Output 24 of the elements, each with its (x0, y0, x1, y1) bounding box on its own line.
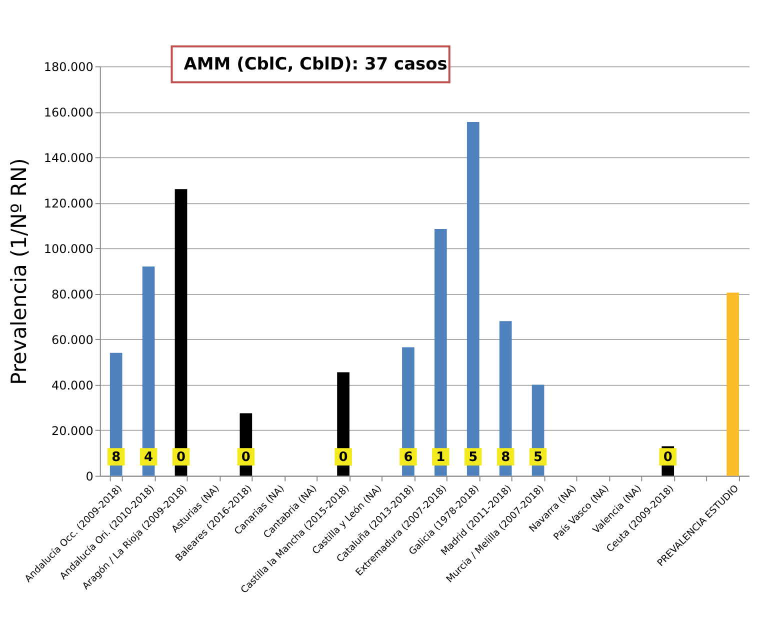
y-tick-label: 20.000 (51, 424, 94, 438)
annotation: 5 (534, 450, 543, 465)
y-axis-title: Prevalencia (1/Nº RN) (6, 158, 31, 385)
chart-title: AMM (CblC, CblD): 37 casos (184, 54, 448, 74)
y-tick-label: 0 (86, 469, 94, 484)
annotation: 5 (468, 450, 478, 465)
y-tick-label: 100.000 (44, 242, 94, 256)
y-tick-label: 140.000 (44, 150, 94, 165)
annotation: 1 (436, 450, 446, 465)
annotation: 0 (663, 450, 672, 465)
y-tick-label: 40.000 (51, 378, 94, 392)
y-tick-label: 80.000 (51, 287, 94, 302)
annotation: 6 (404, 450, 413, 465)
annotation: 4 (144, 450, 154, 465)
y-tick-label: 120.000 (44, 196, 94, 210)
annotation: 0 (176, 450, 186, 465)
annotation: 0 (241, 450, 250, 465)
annotation: 0 (338, 450, 348, 465)
annotation: 8 (501, 450, 510, 465)
y-tick-label: 60.000 (51, 332, 94, 347)
bar (726, 292, 739, 476)
y-tick-label: 160.000 (44, 105, 94, 120)
y-tick-label: 180.000 (44, 60, 94, 74)
annotation: 8 (112, 450, 121, 465)
